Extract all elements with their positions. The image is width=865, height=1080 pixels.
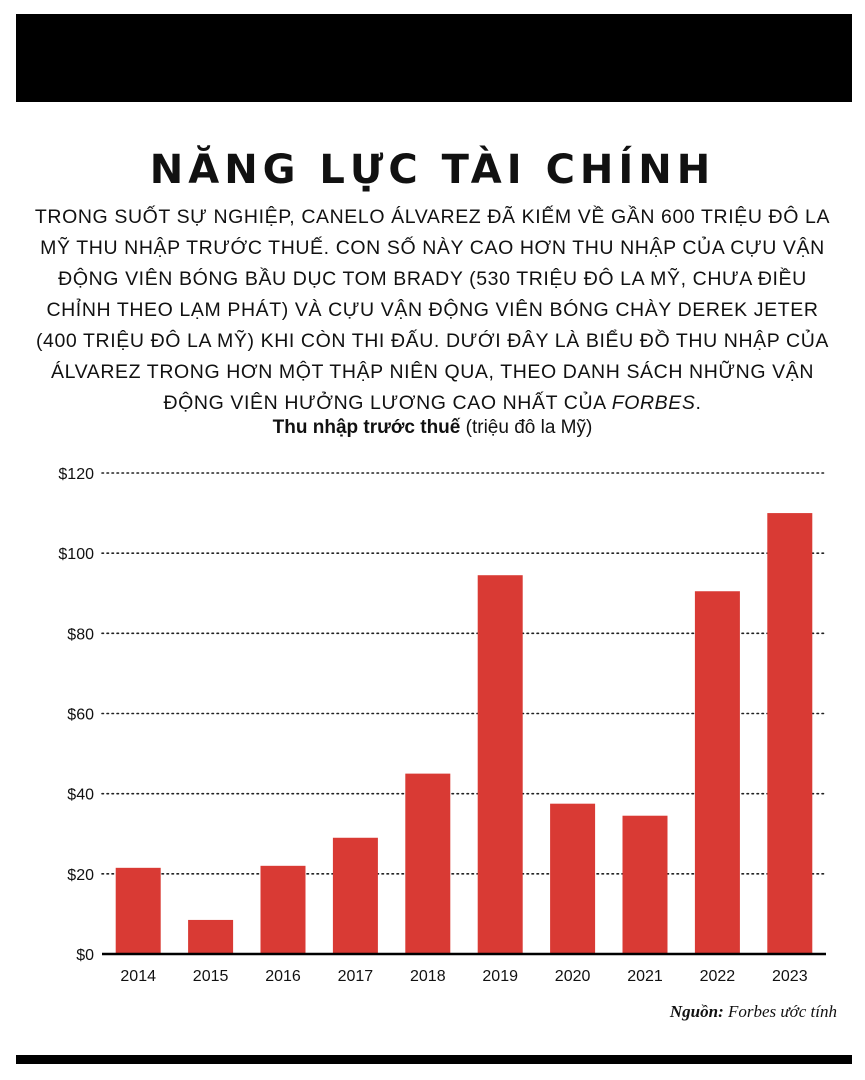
x-tick-label: 2019: [482, 968, 518, 985]
chart-subtitle-main: Thu nhập trước thuế: [272, 417, 461, 438]
x-tick-label: 2016: [265, 968, 301, 985]
x-tick-label: 2022: [700, 968, 736, 985]
y-tick-label: $80: [67, 626, 94, 643]
chart-subtitle: Thu nhập trước thuế (triệu đô la Mỹ): [0, 414, 865, 442]
bar-2020: [550, 803, 596, 954]
source-label: Nguồn:: [669, 1002, 724, 1021]
bar-2023: [767, 513, 813, 954]
intro-end: .: [695, 392, 702, 414]
y-tick-label: $60: [67, 707, 94, 724]
chart-subtitle-unit: (triệu đô la Mỹ): [460, 417, 593, 438]
bar-2015: [188, 919, 234, 954]
header-band: [16, 14, 852, 102]
bar-2022: [694, 591, 740, 954]
bar-2018: [405, 773, 451, 954]
bar-2019: [477, 575, 523, 954]
x-tick-label: 2014: [120, 968, 156, 985]
x-tick-label: 2015: [193, 968, 229, 985]
x-tick-label: 2018: [410, 968, 446, 985]
y-tick-label: $100: [58, 546, 94, 563]
y-tick-label: $40: [67, 787, 94, 804]
intro-paragraph: Trong suốt sự nghiệp, Canelo Álvarez đã …: [24, 202, 841, 419]
x-tick-label: 2017: [338, 968, 374, 985]
bar-2021: [622, 815, 668, 954]
x-tick-label: 2021: [627, 968, 663, 985]
bar-2014: [115, 867, 161, 954]
y-tick-label: $120: [58, 466, 94, 483]
y-tick-label: $20: [67, 867, 94, 884]
earnings-bar-chart: $0 $20 $40 $60 $80 $100 $120 2014 2015 2016 2017 20…: [58, 466, 827, 985]
intro-publication: Forbes: [611, 392, 696, 414]
footer-band: [16, 1055, 852, 1064]
y-tick-label: $0: [76, 947, 94, 964]
bar-2017: [332, 837, 378, 954]
x-tick-label: 2020: [555, 968, 591, 985]
intro-text: Trong suốt sự nghiệp, Canelo Álvarez đã …: [34, 206, 831, 414]
bar-2016: [260, 865, 306, 954]
source-text: Forbes ước tính: [723, 1002, 837, 1021]
source-note: Nguồn: Forbes ước tính: [670, 1002, 837, 1022]
x-tick-label: 2023: [772, 968, 808, 985]
page-title: NĂNG LỰC TÀI CHÍNH: [149, 147, 716, 193]
